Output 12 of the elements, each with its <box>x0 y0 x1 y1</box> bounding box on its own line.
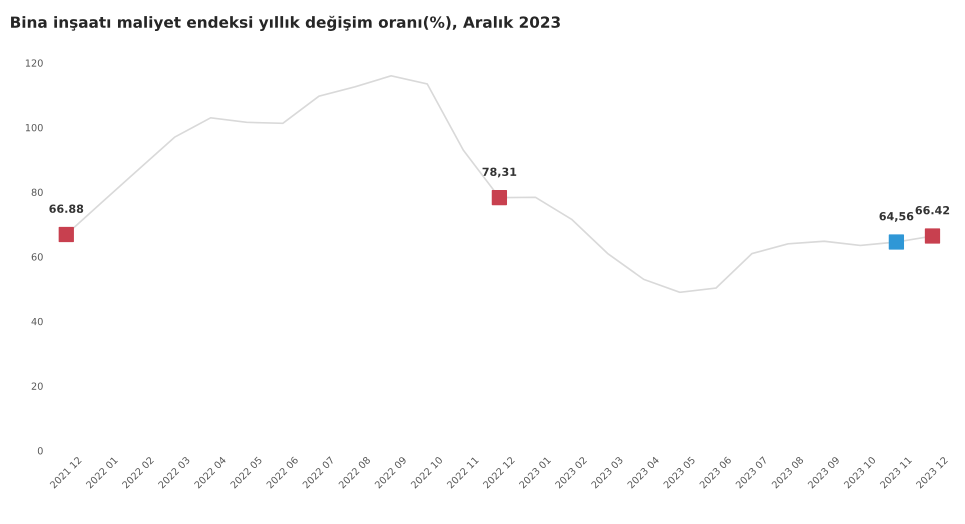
y-tick-label: 60 <box>32 253 43 261</box>
y-tick-label: 20 <box>32 382 43 390</box>
chart-title: Bina inşaatı maliyet endeksi yıllık değişim oranı(%), Aralık 2023 <box>11 16 560 31</box>
y-tick-label: 100 <box>26 124 43 132</box>
data-label: 64,56 <box>880 212 914 222</box>
y-tick-label: 40 <box>31 318 43 326</box>
y-tick-label: 80 <box>32 188 43 196</box>
data-label: 66.42 <box>916 206 950 214</box>
data-label: 78,31 <box>482 168 516 178</box>
data-label: 66.88 <box>49 204 84 213</box>
y-tick-label: 0 <box>38 447 43 454</box>
y-tick-label: 120 <box>26 59 43 67</box>
